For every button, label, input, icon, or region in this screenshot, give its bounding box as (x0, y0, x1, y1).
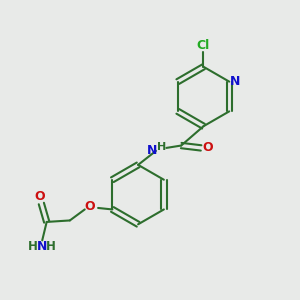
Text: H: H (157, 142, 166, 152)
Text: N: N (230, 75, 240, 88)
Text: O: O (202, 141, 213, 154)
Text: H: H (28, 240, 38, 254)
Text: N: N (37, 240, 47, 254)
Text: N: N (147, 144, 158, 157)
Text: Cl: Cl (197, 39, 210, 52)
Text: H: H (46, 240, 56, 254)
Text: O: O (85, 200, 95, 213)
Text: O: O (34, 190, 45, 203)
